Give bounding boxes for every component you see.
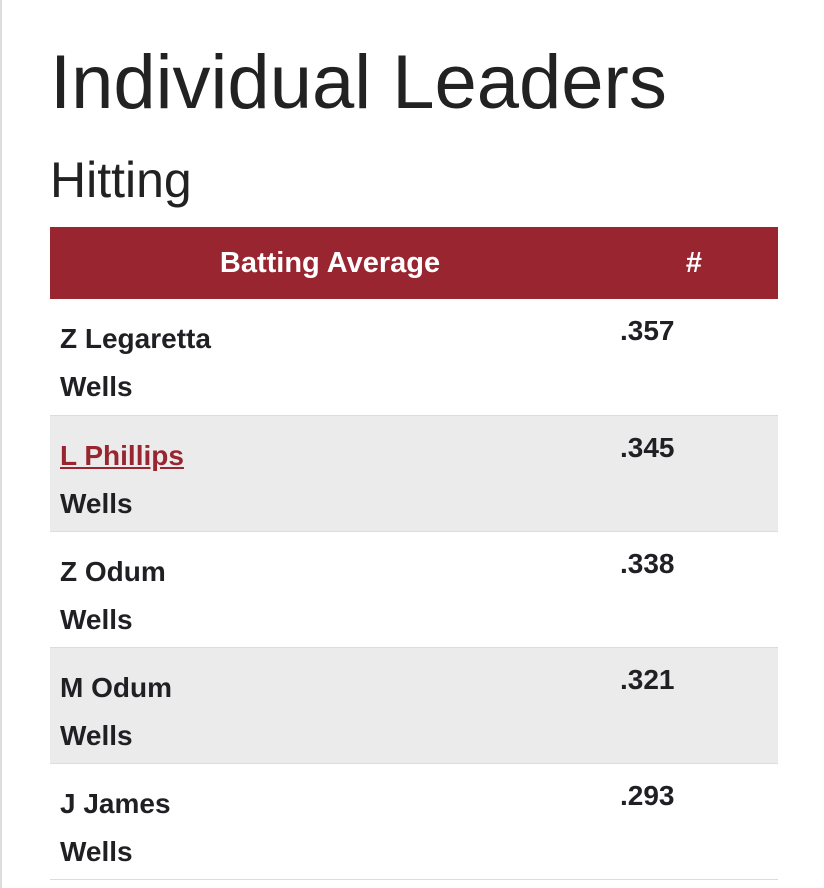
- table-row: Z Legaretta Wells .357: [50, 299, 778, 416]
- player-name: J James: [60, 787, 171, 819]
- team-name: Wells: [60, 603, 133, 635]
- page-title: Individual Leaders: [50, 40, 667, 125]
- stat-value: .345: [610, 415, 778, 532]
- player-link[interactable]: L Phillips: [60, 439, 184, 471]
- player-name: Z Odum: [60, 555, 166, 587]
- player-cell: J James Wells: [50, 763, 610, 880]
- column-header: #: [610, 227, 778, 299]
- player-cell: L Phillips Wells: [50, 415, 610, 532]
- player-cell: Z Odum Wells: [50, 531, 610, 648]
- team-name: Wells: [60, 835, 133, 867]
- stat-value: .357: [610, 299, 778, 416]
- table-row: Z Odum Wells .338: [50, 531, 778, 648]
- player-cell: M Odum Wells: [50, 647, 610, 764]
- team-name: Wells: [60, 371, 133, 402]
- player-cell: Z Legaretta Wells: [50, 299, 610, 416]
- player-name: M Odum: [60, 671, 172, 703]
- table-body: Z Legaretta Wells .357 L Phillips Wells .345 Z…: [50, 299, 778, 880]
- table-row: M Odum Wells .321: [50, 647, 778, 764]
- column-header: Batting Average: [50, 227, 610, 299]
- player-name: Z Legaretta: [60, 323, 211, 354]
- leaders-table: Batting Average # Z Legaretta Wells .357 L …: [50, 227, 778, 880]
- table-row: J James Wells .293: [50, 763, 778, 880]
- left-border: [0, 0, 2, 888]
- header-row: Batting Average #: [50, 227, 778, 299]
- table-row: L Phillips Wells .345: [50, 415, 778, 532]
- stat-value: .293: [610, 763, 778, 880]
- stat-value: .321: [610, 647, 778, 764]
- stat-value: .338: [610, 531, 778, 648]
- section-title: Hitting: [50, 152, 192, 208]
- team-name: Wells: [60, 487, 133, 519]
- team-name: Wells: [60, 719, 133, 751]
